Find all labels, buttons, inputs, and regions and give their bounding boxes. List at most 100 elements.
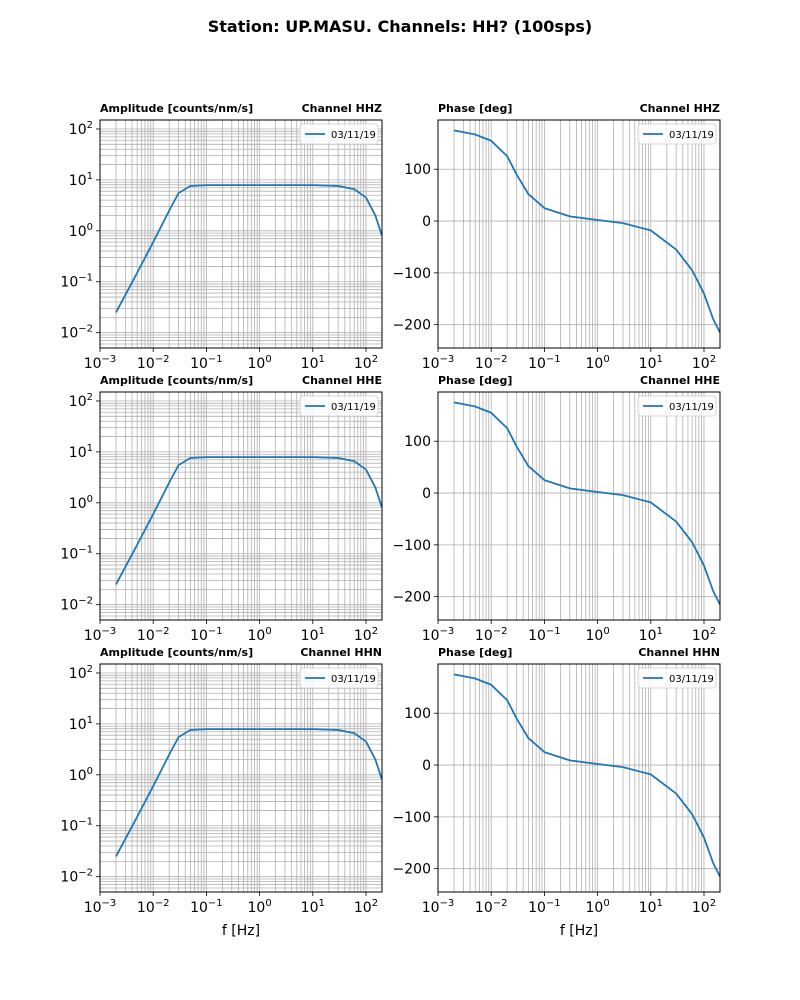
- y-tick-label: 101: [69, 171, 93, 189]
- plot-frame: [99, 663, 383, 893]
- x-tick-label: 100: [247, 626, 271, 644]
- chart-grid: [438, 120, 720, 348]
- y-tick-label: 10−1: [60, 273, 93, 291]
- chart-grid: [438, 392, 720, 620]
- x-tick-label: 10−3: [422, 626, 455, 644]
- y-tick-label: 101: [69, 443, 93, 461]
- legend-box: [637, 395, 717, 417]
- chart-grid: [100, 392, 382, 620]
- chart-grid: [100, 120, 382, 348]
- y-tick-label: 100: [404, 434, 431, 450]
- y-tick-label: 100: [69, 766, 93, 784]
- plot-frame: [437, 119, 721, 349]
- panel-title-left: Phase [deg]: [438, 374, 512, 387]
- y-tick-label: 100: [69, 494, 93, 512]
- x-tick-label: 101: [301, 354, 325, 372]
- figure-title: Station: UP.MASU. Channels: HH? (100sps): [208, 17, 592, 36]
- y-tick-label: 0: [422, 758, 431, 774]
- x-tick-label: 10−3: [84, 898, 117, 916]
- x-tick-label: 10−3: [84, 626, 117, 644]
- y-tick-label: 100: [404, 706, 431, 722]
- x-tick-label: 10−1: [190, 354, 223, 372]
- y-tick-label: −100: [393, 266, 431, 282]
- legend-box: [637, 123, 717, 145]
- x-tick-label: 100: [585, 354, 609, 372]
- legend-label: 03/11/19: [331, 674, 376, 685]
- x-tick-label: 10−1: [528, 354, 561, 372]
- plot-frame: [437, 663, 721, 893]
- panel-title-left: Amplitude [counts/nm/s]: [100, 374, 253, 387]
- y-tick-label: 10−1: [60, 545, 93, 563]
- x-tick-label: 10−3: [422, 898, 455, 916]
- legend-box: [299, 395, 379, 417]
- x-tick-label: 101: [639, 626, 663, 644]
- x-tick-label: 10−2: [475, 626, 508, 644]
- panel-title-right: Channel HHE: [302, 374, 382, 387]
- x-tick-label: 102: [354, 354, 378, 372]
- y-tick-label: 102: [69, 664, 93, 682]
- chart-panel-3: 10−3 10−2 10−1 100 101 102 100 0 −100 −200 Phase […: [393, 374, 721, 644]
- y-tick-label: 100: [69, 222, 93, 240]
- legend-box: [299, 667, 379, 689]
- panel-title-left: Phase [deg]: [438, 646, 512, 659]
- y-tick-label: 102: [69, 120, 93, 138]
- panels: 10−3 10−2 10−1 100 101 102 10−2 10−1 100 101 102 Am…: [60, 102, 721, 939]
- panel-title-right: Channel HHZ: [640, 102, 720, 115]
- y-tick-label: 10−1: [60, 817, 93, 835]
- plot-frame: [99, 119, 383, 349]
- x-axis-label: f [Hz]: [560, 923, 598, 939]
- plot-frame: [99, 391, 383, 621]
- y-tick-label: 10−2: [60, 596, 93, 614]
- series-line-0: [115, 728, 382, 857]
- panel-title-left: Amplitude [counts/nm/s]: [100, 646, 253, 659]
- legend-label: 03/11/19: [331, 130, 376, 141]
- x-axis-label: f [Hz]: [222, 923, 260, 939]
- x-tick-label: 10−2: [475, 898, 508, 916]
- y-tick-label: −200: [393, 862, 431, 878]
- chart-grid: [438, 664, 720, 892]
- x-tick-label: 10−1: [528, 898, 561, 916]
- x-tick-label: 100: [247, 354, 271, 372]
- chart-panel-4: 10−3 10−2 10−1 100 101 102 10−2 10−1 100 101 102 Am…: [60, 646, 383, 939]
- x-tick-label: 10−3: [84, 354, 117, 372]
- x-tick-label: 102: [692, 354, 716, 372]
- legend-label: 03/11/19: [331, 402, 376, 413]
- x-tick-label: 101: [301, 626, 325, 644]
- x-tick-label: 101: [639, 354, 663, 372]
- y-tick-label: −100: [393, 810, 431, 826]
- x-tick-label: 100: [585, 626, 609, 644]
- chart-panel-0: 10−3 10−2 10−1 100 101 102 10−2 10−1 100 101 102 Am…: [60, 102, 383, 372]
- x-tick-label: 100: [585, 898, 609, 916]
- panel-title-right: Channel HHN: [638, 646, 720, 659]
- series-line-0: [115, 184, 382, 313]
- y-tick-label: 10−2: [60, 868, 93, 886]
- x-tick-label: 10−1: [528, 626, 561, 644]
- y-tick-label: −200: [393, 590, 431, 606]
- x-tick-label: 10−2: [137, 626, 170, 644]
- x-tick-label: 10−1: [190, 626, 223, 644]
- legend-label: 03/11/19: [669, 130, 714, 141]
- series-line-0: [453, 401, 720, 605]
- plot-frame: [437, 391, 721, 621]
- y-tick-label: −100: [393, 538, 431, 554]
- y-tick-label: 102: [69, 392, 93, 410]
- legend-box: [299, 123, 379, 145]
- chart-grid: [100, 664, 382, 892]
- panel-title-left: Phase [deg]: [438, 102, 512, 115]
- x-tick-label: 10−2: [137, 898, 170, 916]
- y-tick-label: 101: [69, 715, 93, 733]
- series-line-0: [453, 129, 720, 333]
- x-tick-label: 102: [354, 898, 378, 916]
- y-tick-label: 100: [404, 162, 431, 178]
- legend-label: 03/11/19: [669, 402, 714, 413]
- x-tick-label: 102: [692, 898, 716, 916]
- series-line-0: [453, 673, 720, 877]
- panel-title-left: Amplitude [counts/nm/s]: [100, 102, 253, 115]
- x-tick-label: 10−1: [190, 898, 223, 916]
- series-line-0: [115, 456, 382, 585]
- legend-box: [637, 667, 717, 689]
- y-tick-label: −200: [393, 318, 431, 334]
- x-tick-label: 101: [639, 898, 663, 916]
- x-tick-label: 101: [301, 898, 325, 916]
